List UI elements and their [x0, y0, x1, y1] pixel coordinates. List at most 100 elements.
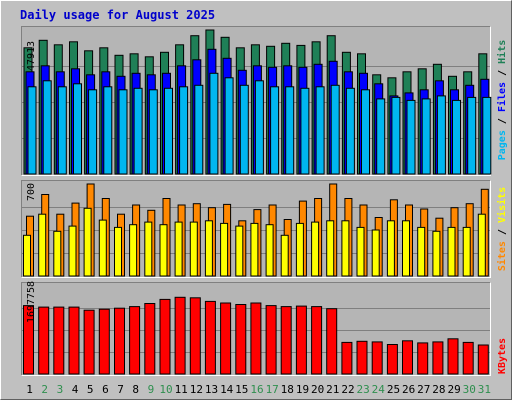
top-panel-legend: Pages / Files / Hits [496, 40, 508, 161]
bar-visits [159, 224, 168, 277]
bar-pages [179, 86, 189, 175]
x-tick-label: 10 [159, 383, 172, 396]
bar-visits [280, 234, 289, 277]
bar-kbytes [159, 298, 171, 375]
x-tick-label: 14 [220, 383, 234, 396]
bar-kbytes [204, 300, 216, 375]
bar-pages [27, 86, 37, 175]
bar-visits [174, 221, 183, 277]
legend-separator: / [497, 70, 508, 76]
panel-bevel-light [21, 26, 491, 176]
bar-visits [311, 221, 320, 277]
bar-kbytes [295, 305, 307, 375]
bar-kbytes [417, 342, 429, 375]
bar-visits [265, 224, 274, 277]
x-tick-label: 25 [387, 383, 400, 396]
bar-kbytes [23, 305, 34, 375]
bar-pages [345, 87, 355, 175]
legend-pages: Pages [497, 130, 508, 160]
middle-panel-max-label: 700 [26, 183, 37, 201]
legend-separator: / [497, 229, 508, 235]
panel-kbytes [21, 282, 491, 376]
x-tick-label: 29 [447, 383, 460, 396]
bar-pages [194, 84, 204, 175]
x-tick-label: 13 [205, 383, 218, 396]
middle-panel-legend: Sites / Visits [496, 187, 508, 271]
bar-pages [482, 96, 492, 175]
bar-visits [250, 222, 259, 277]
bar-pages [57, 86, 67, 175]
bar-visits [129, 224, 138, 277]
bar-pages [148, 89, 158, 175]
bottom-panel-legend: KBytes [497, 338, 508, 374]
bar-pages [103, 86, 113, 175]
x-tick-label: 5 [87, 383, 94, 396]
bar-pages [421, 98, 431, 175]
x-tick-label: 20 [311, 383, 324, 396]
bar-pages [224, 77, 234, 175]
bar-visits [204, 220, 213, 277]
bar-kbytes [174, 296, 186, 375]
bar-pages [361, 89, 370, 175]
bar-pages [254, 80, 264, 175]
x-tick-label: 2 [41, 383, 48, 396]
x-tick-label: 4 [72, 383, 79, 396]
bar-kbytes [462, 341, 474, 375]
bar-visits [341, 220, 350, 277]
bar-kbytes [432, 341, 444, 375]
x-tick-label: 30 [463, 383, 476, 396]
x-tick-label: 27 [417, 383, 430, 396]
bar-pages [133, 87, 143, 175]
bar-kbytes [38, 306, 50, 375]
x-tick-label: 21 [326, 383, 339, 396]
bar-visits [402, 220, 410, 277]
bar-kbytes [280, 306, 292, 375]
x-tick-label: 9 [148, 383, 155, 396]
bar-kbytes [250, 302, 262, 375]
x-tick-label: 26 [402, 383, 415, 396]
bar-kbytes [386, 344, 398, 375]
bar-pages [270, 86, 280, 175]
x-tick-label: 24 [372, 383, 386, 396]
bar-kbytes [311, 306, 323, 375]
x-tick-label: 16 [250, 383, 263, 396]
bar-pages [376, 98, 386, 175]
legend-sites: Sites [496, 241, 508, 271]
legend-kbytes: KBytes [497, 338, 508, 374]
bar-kbytes [326, 308, 338, 375]
x-tick-label: 28 [432, 383, 445, 396]
bar-kbytes [53, 306, 65, 375]
bar-pages [88, 89, 98, 175]
bar-kbytes [235, 304, 247, 375]
bar-visits [432, 230, 441, 277]
bar-kbytes [356, 340, 368, 375]
bar-pages [452, 99, 461, 175]
bar-visits [417, 226, 426, 277]
x-tick-label: 7 [117, 383, 124, 396]
bar-visits [477, 213, 486, 277]
x-tick-label: 17 [266, 383, 279, 396]
bar-visits [114, 226, 122, 277]
bar-kbytes [129, 306, 141, 375]
bar-pages [42, 80, 52, 175]
panel-hits-files-pages [21, 26, 492, 176]
panel-sites-visits [21, 180, 491, 278]
bar-kbytes [447, 338, 459, 375]
bar-pages [164, 87, 173, 175]
bar-pages [391, 96, 401, 175]
x-tick-label: 1 [26, 383, 33, 396]
legend-visits: Visits [496, 187, 508, 223]
panel-bevel-dark [21, 180, 491, 278]
bar-visits [38, 213, 47, 277]
bar-pages [467, 96, 477, 175]
bar-visits [144, 221, 153, 277]
bar-kbytes [189, 297, 201, 375]
bar-kbytes [220, 302, 232, 375]
panel-bevel-light [21, 282, 491, 376]
bar-pages [330, 84, 340, 175]
bar-pages [118, 89, 128, 175]
bar-visits [356, 226, 365, 277]
legend-files: Files [496, 82, 508, 112]
bar-visits [83, 207, 92, 277]
